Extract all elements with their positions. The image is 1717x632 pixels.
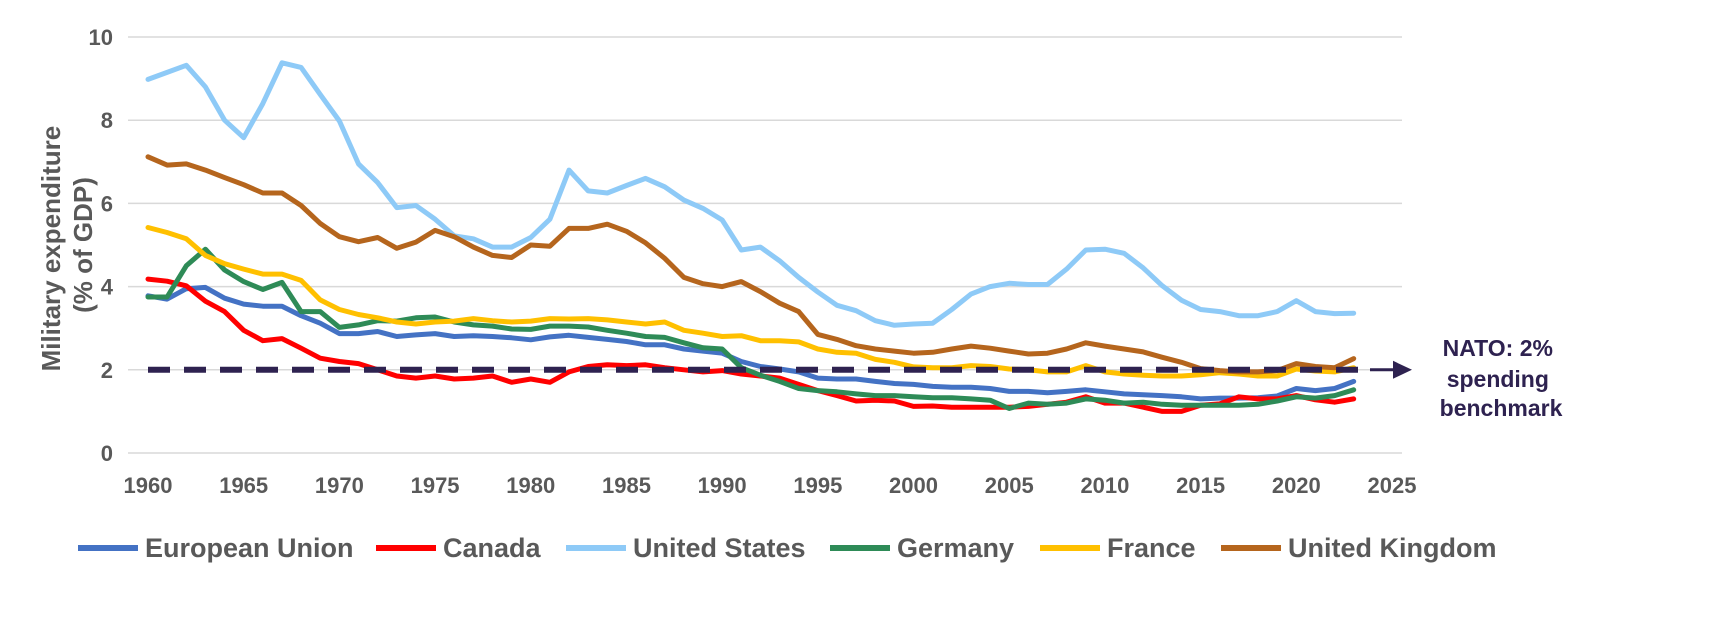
gridlines <box>128 36 1402 454</box>
x-tick-label: 1995 <box>793 473 842 498</box>
benchmark-label: NATO: 2% spending benchmark <box>1440 335 1563 421</box>
legend-label-european-union: European Union <box>145 533 354 563</box>
legend-label-france: France <box>1107 533 1196 563</box>
x-tick-label: 2025 <box>1368 473 1417 498</box>
x-tick-label: 2020 <box>1272 473 1321 498</box>
x-tick-label: 2000 <box>889 473 938 498</box>
x-tick-label: 2010 <box>1080 473 1129 498</box>
x-tick-label: 1980 <box>506 473 555 498</box>
series-lines <box>145 60 1357 414</box>
x-axis-ticks: 1960 1965 1970 1975 1980 1985 1990 1995 2000 2005… <box>124 473 1417 498</box>
x-tick-label: 1990 <box>698 473 747 498</box>
y-tick-label: 0 <box>101 441 113 466</box>
series-line-european-union <box>145 284 1357 402</box>
legend-label-canada: Canada <box>443 533 542 563</box>
legend-label-germany: Germany <box>897 533 1014 563</box>
y-axis-title-line-1: Military expenditure <box>36 126 66 372</box>
x-tick-label: 1960 <box>124 473 173 498</box>
y-tick-label: 10 <box>89 25 113 50</box>
benchmark-label-line-2: spending <box>1447 366 1549 392</box>
y-tick-label: 6 <box>101 191 113 216</box>
x-tick-label: 2005 <box>985 473 1034 498</box>
x-tick-label: 1975 <box>411 473 460 498</box>
benchmark-arrow-icon <box>1393 360 1412 379</box>
y-axis-ticks: 0 2 4 6 8 10 <box>89 25 114 466</box>
benchmark-label-line-1: NATO: 2% <box>1443 335 1553 361</box>
legend-label-united-kingdom: United Kingdom <box>1288 533 1496 563</box>
y-axis-title-line-2: (% of GDP) <box>68 177 98 313</box>
y-tick-label: 2 <box>101 358 113 383</box>
x-tick-label: 1965 <box>219 473 268 498</box>
series-line-united-kingdom <box>145 154 1357 375</box>
nato-benchmark: NATO: 2% spending benchmark <box>148 335 1563 421</box>
series-line-canada <box>145 276 1357 414</box>
series-line-united-states <box>145 60 1357 328</box>
series-line-germany <box>145 246 1357 411</box>
y-tick-label: 4 <box>101 275 114 300</box>
x-tick-label: 2015 <box>1176 473 1225 498</box>
legend: European Union Canada United States Germany… <box>78 533 1496 563</box>
y-tick-label: 8 <box>101 108 113 133</box>
x-tick-label: 1985 <box>602 473 651 498</box>
x-tick-label: 1970 <box>315 473 364 498</box>
series-line-france <box>145 225 1357 379</box>
benchmark-label-line-3: benchmark <box>1440 395 1563 421</box>
y-axis-title: Military expenditure (% of GDP) <box>36 119 98 372</box>
legend-label-united-states: United States <box>633 533 806 563</box>
